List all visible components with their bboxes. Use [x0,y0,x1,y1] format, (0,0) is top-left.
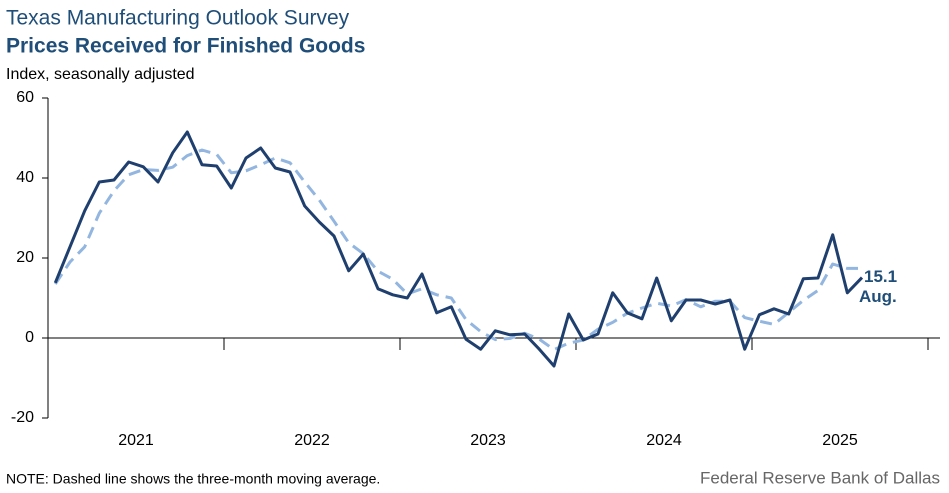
y-tick-label: 60 [16,89,34,106]
annotation: 15.1 [864,267,897,286]
x-tick-label: 2023 [470,432,506,449]
chart-subtitle: Prices Received for Finished Goods [6,35,365,58]
note: NOTE: Dashed line shows the three-month … [6,471,380,487]
y-tick-label: 20 [16,249,34,266]
x-tick-label: 2022 [294,432,330,449]
x-tick-label: 2021 [118,432,154,449]
x-tick-label: 2024 [646,432,682,449]
y-tick-label: -20 [11,409,34,426]
index-line [53,130,864,368]
moving-average-line [54,148,862,352]
x-tick-label: 2025 [822,432,858,449]
source: Federal Reserve Bank of Dallas [700,468,940,487]
y-tick-label: 0 [25,329,34,346]
y-tick-label: 40 [16,169,34,186]
annotation: Aug. [859,287,897,306]
chart-title: Texas Manufacturing Outlook Survey [6,7,350,30]
y-axis-label: Index, seasonally adjusted [6,66,195,83]
